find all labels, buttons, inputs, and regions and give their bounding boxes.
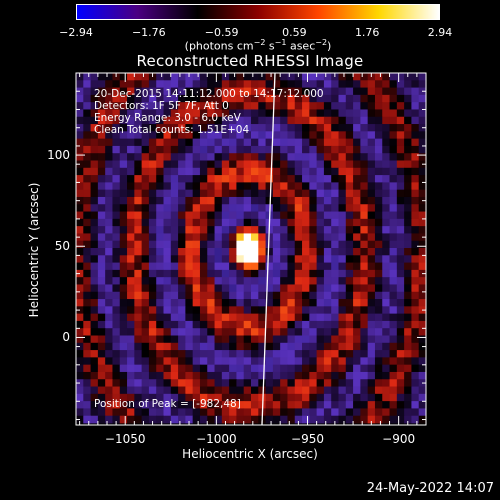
x-tick-label: −950 xyxy=(291,432,324,446)
x-tick-label: −900 xyxy=(382,432,416,446)
y-tick-label: 0 xyxy=(62,330,70,345)
peak-position-label: Position of Peak = [-982,48] xyxy=(94,398,241,410)
info-clean-counts: Clean Total counts: 1.51E+04 xyxy=(94,124,250,136)
plot-frame xyxy=(75,72,427,426)
image-title: Reconstructed RHESSI Image xyxy=(136,52,364,70)
y-tick-label: 50 xyxy=(54,239,70,254)
colorbar-units: (photons cm−2 s−1 asec−2) xyxy=(184,38,332,53)
x-axis-label: Heliocentric X (arcsec) xyxy=(182,447,318,461)
y-tick-label: 100 xyxy=(47,148,70,163)
colorbar-tick-label: 0.59 xyxy=(282,26,307,39)
footer-date: 24-May-2022 14:07 xyxy=(366,481,494,496)
colorbar-tick-label: 2.94 xyxy=(427,26,453,39)
info-detectors: Detectors: 1F 5F 7F, Att 0 xyxy=(94,100,229,112)
x-tick-label: −1000 xyxy=(196,432,237,446)
colorbar-tick-label: −1.76 xyxy=(131,26,166,39)
solar-limb-line xyxy=(261,72,276,426)
y-axis-label: Heliocentric Y (arcsec) xyxy=(27,182,41,318)
colorbar xyxy=(76,4,440,20)
info-time-range: 20-Dec-2015 14:11:12.000 to 14:17:12.000 xyxy=(94,88,324,100)
image-pixels xyxy=(76,73,427,424)
colorbar-tick-label: 1.76 xyxy=(354,26,380,39)
x-tick-label: −1050 xyxy=(104,432,146,446)
colorbar-tick-label: −0.59 xyxy=(204,26,239,39)
info-energy-range: Energy Range: 3.0 - 6.0 keV xyxy=(94,112,241,124)
colorbar-tick-label: −2.94 xyxy=(59,26,93,39)
